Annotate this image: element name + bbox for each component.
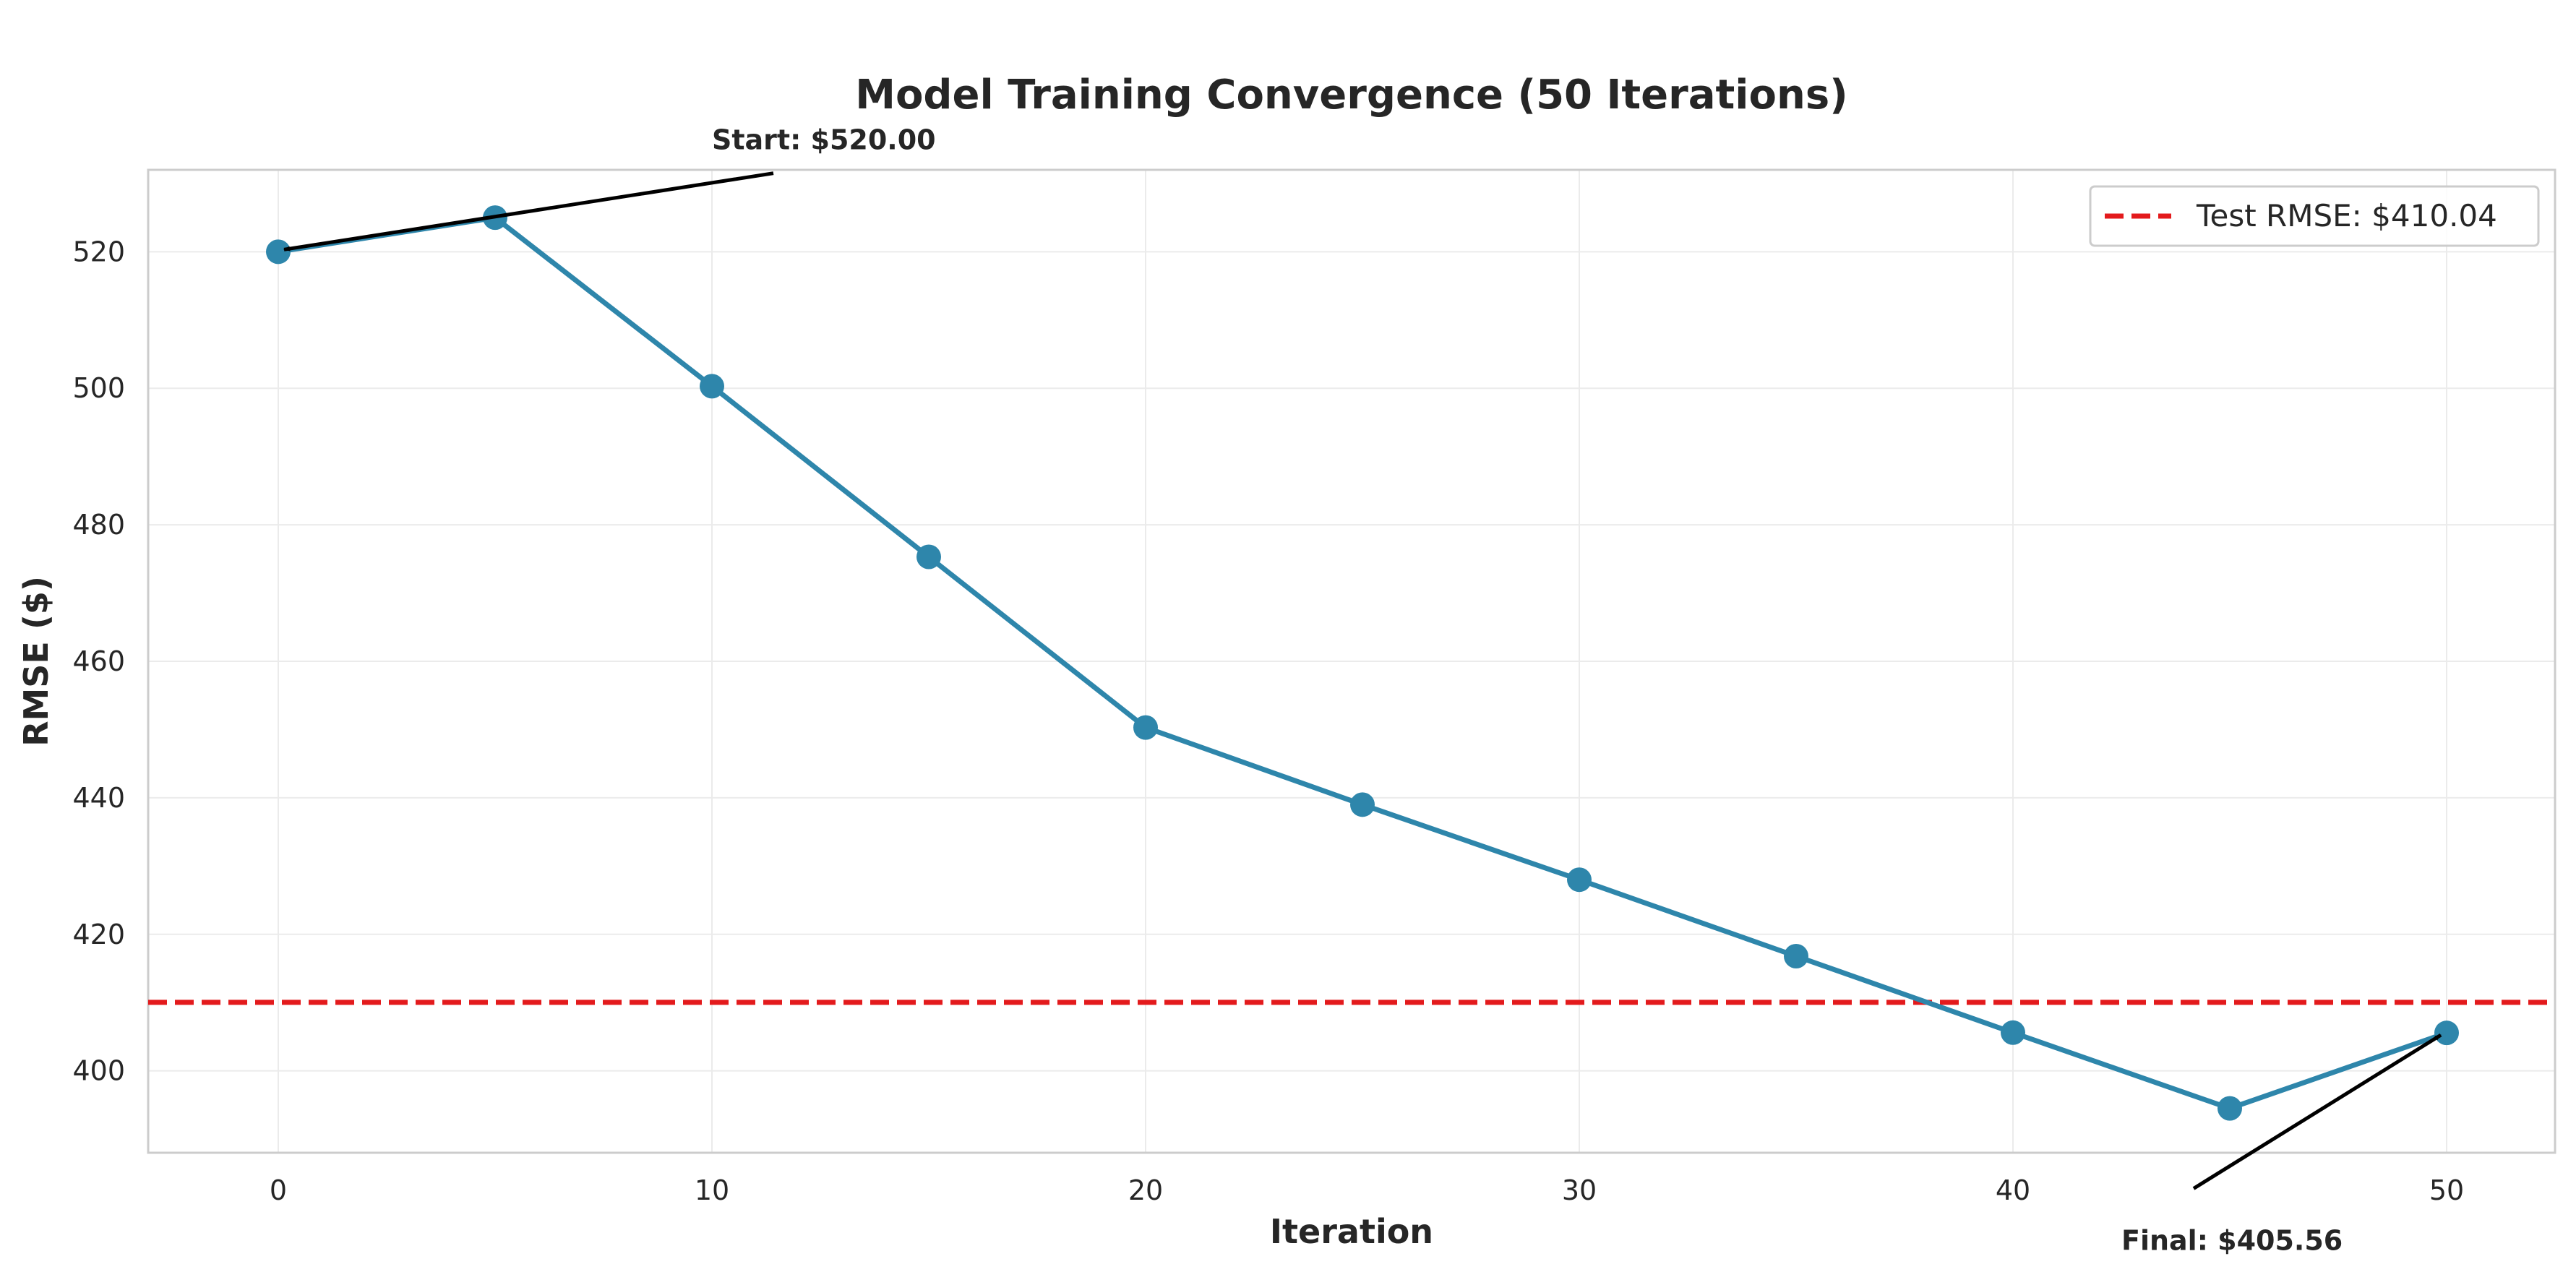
- grid-lines: [148, 170, 2555, 1153]
- x-tick-label: 40: [1996, 1174, 2030, 1206]
- legend-box: [2089, 185, 2540, 247]
- rmse-data-point: [1133, 715, 1158, 740]
- x-tick-label: 50: [2429, 1174, 2464, 1206]
- final-annotation-arrow: [2192, 1034, 2442, 1190]
- rmse-data-point: [2434, 1020, 2459, 1046]
- chart-title: Model Training Convergence (50 Iteration…: [855, 72, 1848, 119]
- rmse-data-point: [916, 544, 941, 570]
- y-tick-label: 520: [72, 236, 125, 267]
- y-tick-label: 440: [72, 782, 125, 814]
- y-tick-label: 420: [72, 919, 125, 950]
- axis-ticks: 0 10 20 30 40 50 400 420 440 460 480 500 520: [72, 236, 2464, 1206]
- x-axis-label: Iteration: [1270, 1212, 1433, 1251]
- rmse-data-point: [2217, 1096, 2242, 1121]
- x-tick-label: 20: [1128, 1174, 1163, 1206]
- y-tick-label: 480: [72, 509, 125, 541]
- legend: Test RMSE: $410.04: [2089, 185, 2540, 247]
- rmse-data-point: [700, 374, 724, 399]
- plot-frame: [147, 168, 2556, 1154]
- y-tick-label: 460: [72, 645, 125, 677]
- x-tick-label: 30: [1562, 1174, 1597, 1206]
- start-annotation-arrow: [283, 171, 774, 252]
- y-axis-label: RMSE ($): [17, 576, 56, 747]
- rmse-data-point: [2001, 1020, 2025, 1045]
- x-tick-label: 0: [270, 1174, 287, 1206]
- legend-label-test-rmse: Test RMSE: $410.04: [2196, 198, 2497, 233]
- y-tick-label: 500: [72, 372, 125, 404]
- rmse-data-point: [1567, 867, 1592, 893]
- final-annotation-label: Final: $405.56: [2121, 1224, 2343, 1256]
- rmse-data-point: [1350, 792, 1375, 817]
- rmse-data-point: [1784, 944, 1808, 968]
- x-tick-label: 10: [695, 1174, 729, 1206]
- y-tick-label: 400: [72, 1055, 125, 1087]
- annotations: Start: $520.00 Final: $405.56: [283, 124, 2442, 1256]
- rmse-data-point: [266, 239, 291, 265]
- start-annotation-label: Start: $520.00: [712, 124, 936, 156]
